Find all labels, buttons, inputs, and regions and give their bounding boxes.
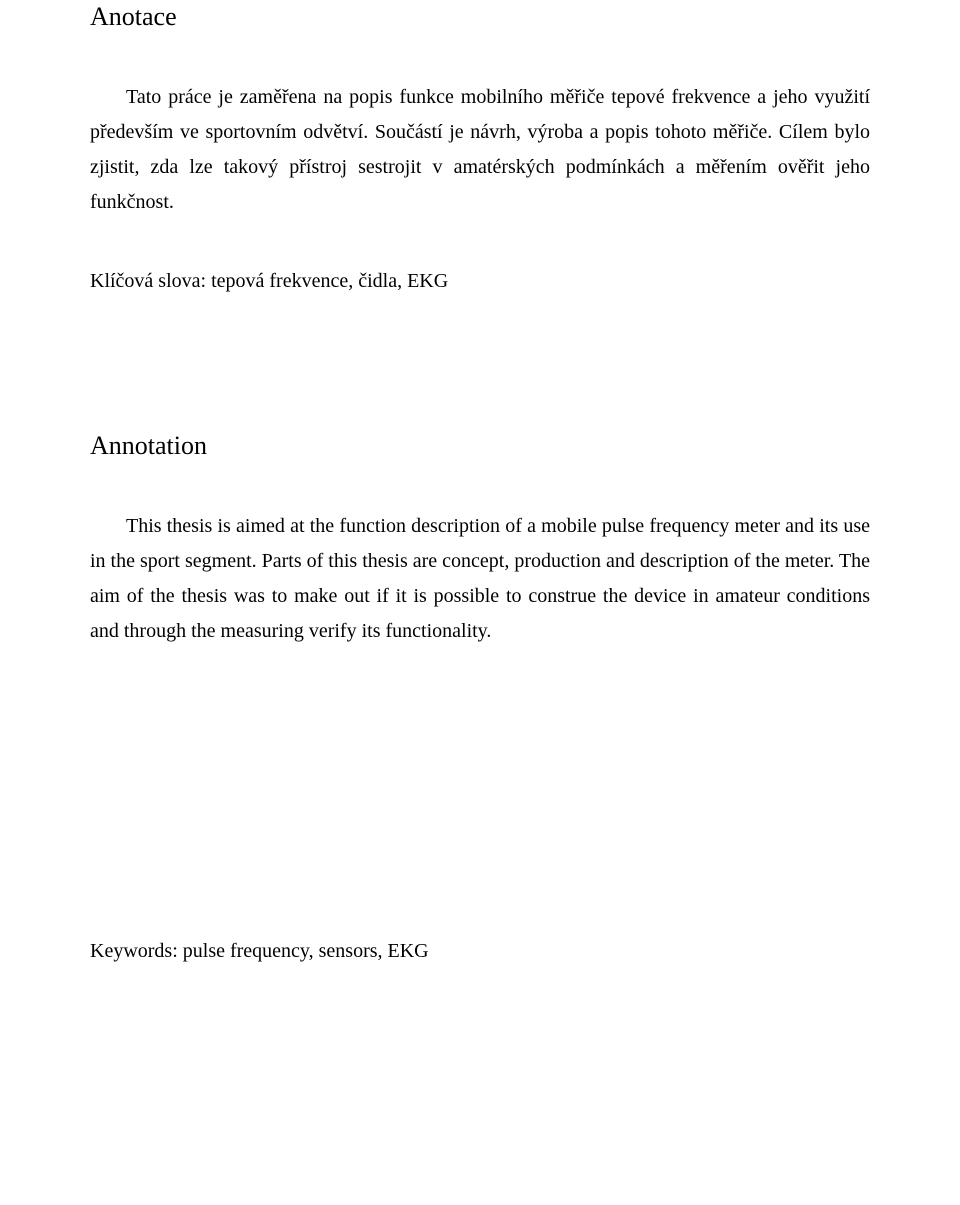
heading-annotation: Annotation [90,431,870,461]
section-annotation: Annotation This thesis is aimed at the f… [90,431,870,649]
body-anotace: Tato práce je zaměřena na popis funkce m… [90,80,870,220]
keywords-cs: Klíčová slova: tepová frekvence, čidla, … [90,264,870,299]
keywords-en: Keywords: pulse frequency, sensors, EKG [90,934,870,969]
body-annotation: This thesis is aimed at the function des… [90,509,870,649]
section-keywords-en: Keywords: pulse frequency, sensors, EKG [90,934,870,969]
heading-anotace: Anotace [90,2,870,32]
section-anotace: Anotace Tato práce je zaměřena na popis … [90,0,870,299]
